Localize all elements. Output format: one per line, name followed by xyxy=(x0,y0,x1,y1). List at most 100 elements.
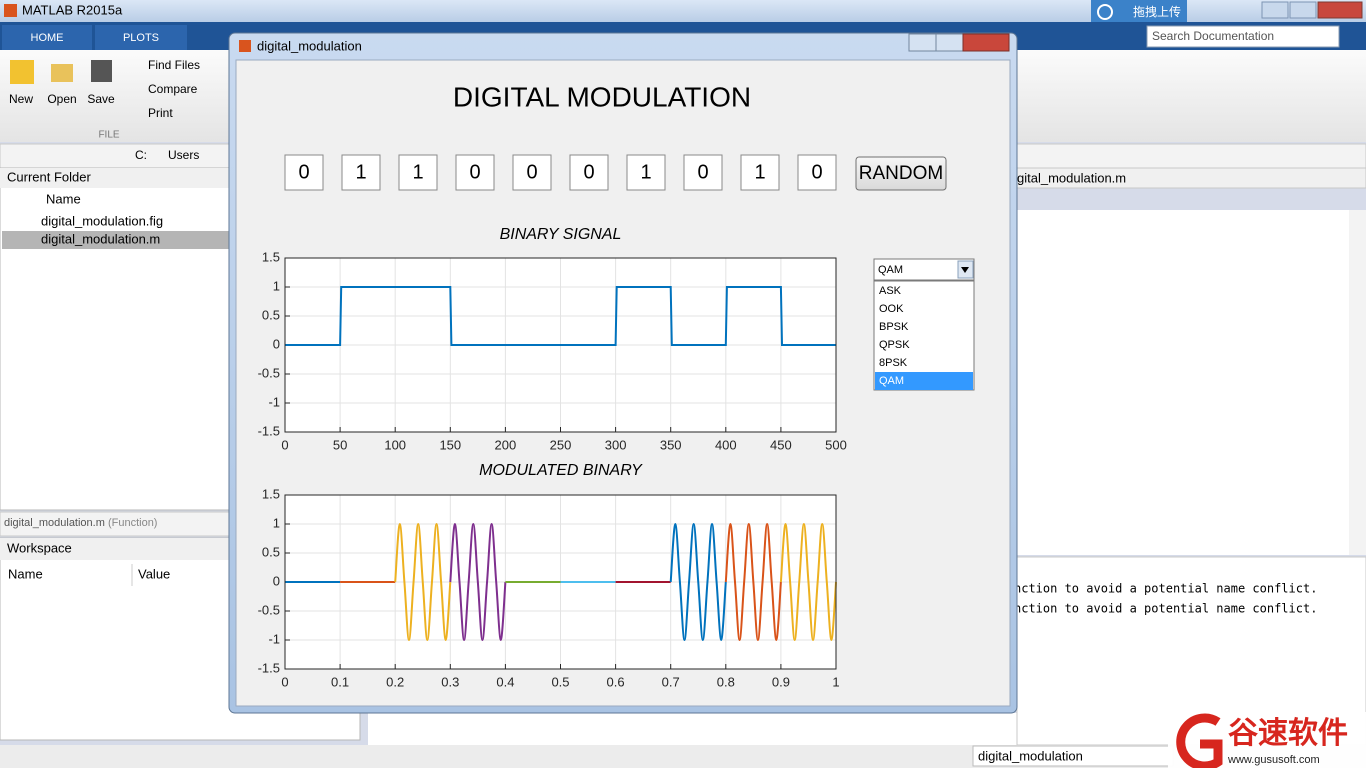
folder-panel xyxy=(0,167,231,511)
file[interactable]: digital_modulation.m xyxy=(41,231,160,246)
path-part[interactable]: C: xyxy=(135,148,147,162)
tool-label[interactable]: New xyxy=(9,92,33,106)
bit-box[interactable] xyxy=(683,154,723,191)
details-file: digital_modulation.m xyxy=(4,517,105,529)
tool-label[interactable]: Compare xyxy=(148,82,198,96)
panel-title: Current Folder xyxy=(7,169,91,184)
chart-title: BINARY SIGNAL xyxy=(500,226,622,243)
tool-label[interactable]: Save xyxy=(87,92,115,106)
figure-icon xyxy=(239,40,251,52)
option[interactable]: 8PSK xyxy=(879,357,908,369)
bit-box[interactable] xyxy=(797,154,837,191)
signal-line xyxy=(724,522,782,642)
x-tick-label: 0.8 xyxy=(717,674,735,689)
editor-tab[interactable]: gital_modulation.m xyxy=(1017,170,1126,185)
close[interactable] xyxy=(1317,1,1363,19)
watermark-logo xyxy=(1176,713,1223,768)
y-tick-label: -0.5 xyxy=(258,602,280,617)
bit-box[interactable] xyxy=(569,154,609,191)
option[interactable]: QPSK xyxy=(879,339,910,351)
figure-close[interactable] xyxy=(962,33,1010,52)
figure-maximize[interactable] xyxy=(935,33,964,52)
bit-box[interactable] xyxy=(341,154,381,191)
x-tick-label: 250 xyxy=(550,437,572,452)
axes-box xyxy=(284,494,837,670)
x-tick-label: 500 xyxy=(825,437,847,452)
option[interactable]: ASK xyxy=(879,285,902,297)
y-tick-label: -0.5 xyxy=(258,365,280,380)
panel-header xyxy=(0,168,230,188)
figure-minimize[interactable] xyxy=(908,33,937,52)
watermark-brand: 谷速软件 xyxy=(1228,717,1348,750)
bit-value: 1 xyxy=(640,161,651,183)
column-header[interactable]: Name xyxy=(46,191,81,206)
upload-badge[interactable] xyxy=(1091,0,1187,24)
button-label: RANDOM xyxy=(859,163,943,184)
y-tick-label: 0.5 xyxy=(262,544,280,559)
bit-value: 1 xyxy=(412,161,423,183)
tab-label: PLOTS xyxy=(123,32,159,44)
bit-value: 0 xyxy=(298,161,309,183)
column-header[interactable]: Value xyxy=(138,566,170,581)
x-tick-label: 0 xyxy=(281,674,288,689)
details: digital_modulation.m (Function) xyxy=(4,517,157,529)
x-tick-label: 50 xyxy=(333,437,347,452)
option[interactable]: QAM xyxy=(879,375,904,387)
x-tick-label: 350 xyxy=(660,437,682,452)
x-tick-label: 0.4 xyxy=(496,674,514,689)
x-tick-label: 0.7 xyxy=(662,674,680,689)
path-part[interactable]: Users xyxy=(168,148,199,162)
x-tick-label: 0.5 xyxy=(551,674,569,689)
app-title: MATLAB R2015a xyxy=(22,2,123,17)
upload-icon xyxy=(1097,4,1113,20)
new-icon xyxy=(10,60,34,84)
random-button[interactable] xyxy=(855,156,947,191)
tool-label[interactable]: Open xyxy=(47,92,76,106)
y-tick-label: 0 xyxy=(273,336,280,351)
x-tick-label: 0.2 xyxy=(386,674,404,689)
tab[interactable] xyxy=(95,25,187,50)
title-bar xyxy=(0,0,1366,22)
bit-box[interactable] xyxy=(512,154,552,191)
file[interactable]: digital_modulation.fig xyxy=(41,213,163,228)
y-tick-label: -1 xyxy=(268,631,280,646)
bit-value: 0 xyxy=(526,161,537,183)
bit-box[interactable] xyxy=(740,154,780,191)
bit-box[interactable] xyxy=(626,154,666,191)
file-selected xyxy=(2,231,230,249)
column-header[interactable]: Name xyxy=(8,566,43,581)
search-placeholder: Search Documentation xyxy=(1152,29,1274,43)
x-tick-label: 400 xyxy=(715,437,737,452)
status-text: digital_modulation xyxy=(978,748,1083,763)
y-tick-label: 1 xyxy=(273,515,280,530)
x-tick-label: 150 xyxy=(439,437,461,452)
y-tick-label: 0.5 xyxy=(262,307,280,322)
x-tick-label: 0.9 xyxy=(772,674,790,689)
option[interactable]: OOK xyxy=(879,303,904,315)
arrow-glyph xyxy=(961,267,969,273)
editor xyxy=(1017,210,1349,555)
bit-value: 0 xyxy=(811,161,822,183)
option[interactable]: BPSK xyxy=(879,321,909,333)
tool-label[interactable]: Find Files xyxy=(148,58,200,72)
popup-list: ASK OOK BPSK QPSK 8PSK QAM xyxy=(873,280,975,391)
upload-label: 拖拽上传 xyxy=(1133,4,1181,19)
maximize[interactable] xyxy=(1289,1,1317,19)
tab[interactable] xyxy=(2,25,92,50)
bit-box[interactable] xyxy=(284,154,324,191)
x-tick-label: 200 xyxy=(495,437,517,452)
list-box xyxy=(873,280,975,391)
heading: DIGITAL MODULATION xyxy=(453,81,751,112)
bit-box[interactable] xyxy=(455,154,495,191)
popup[interactable] xyxy=(873,258,975,281)
search-box[interactable] xyxy=(1146,25,1340,48)
chart-title: MODULATED BINARY xyxy=(479,462,643,479)
x-tick-label: 0.3 xyxy=(441,674,459,689)
tool-label[interactable]: Print xyxy=(148,106,173,120)
minimize[interactable] xyxy=(1261,1,1289,19)
panel-title: Workspace xyxy=(7,540,72,555)
bit-box[interactable] xyxy=(398,154,438,191)
signal-line xyxy=(394,522,452,642)
tab-label: HOME xyxy=(31,32,64,44)
